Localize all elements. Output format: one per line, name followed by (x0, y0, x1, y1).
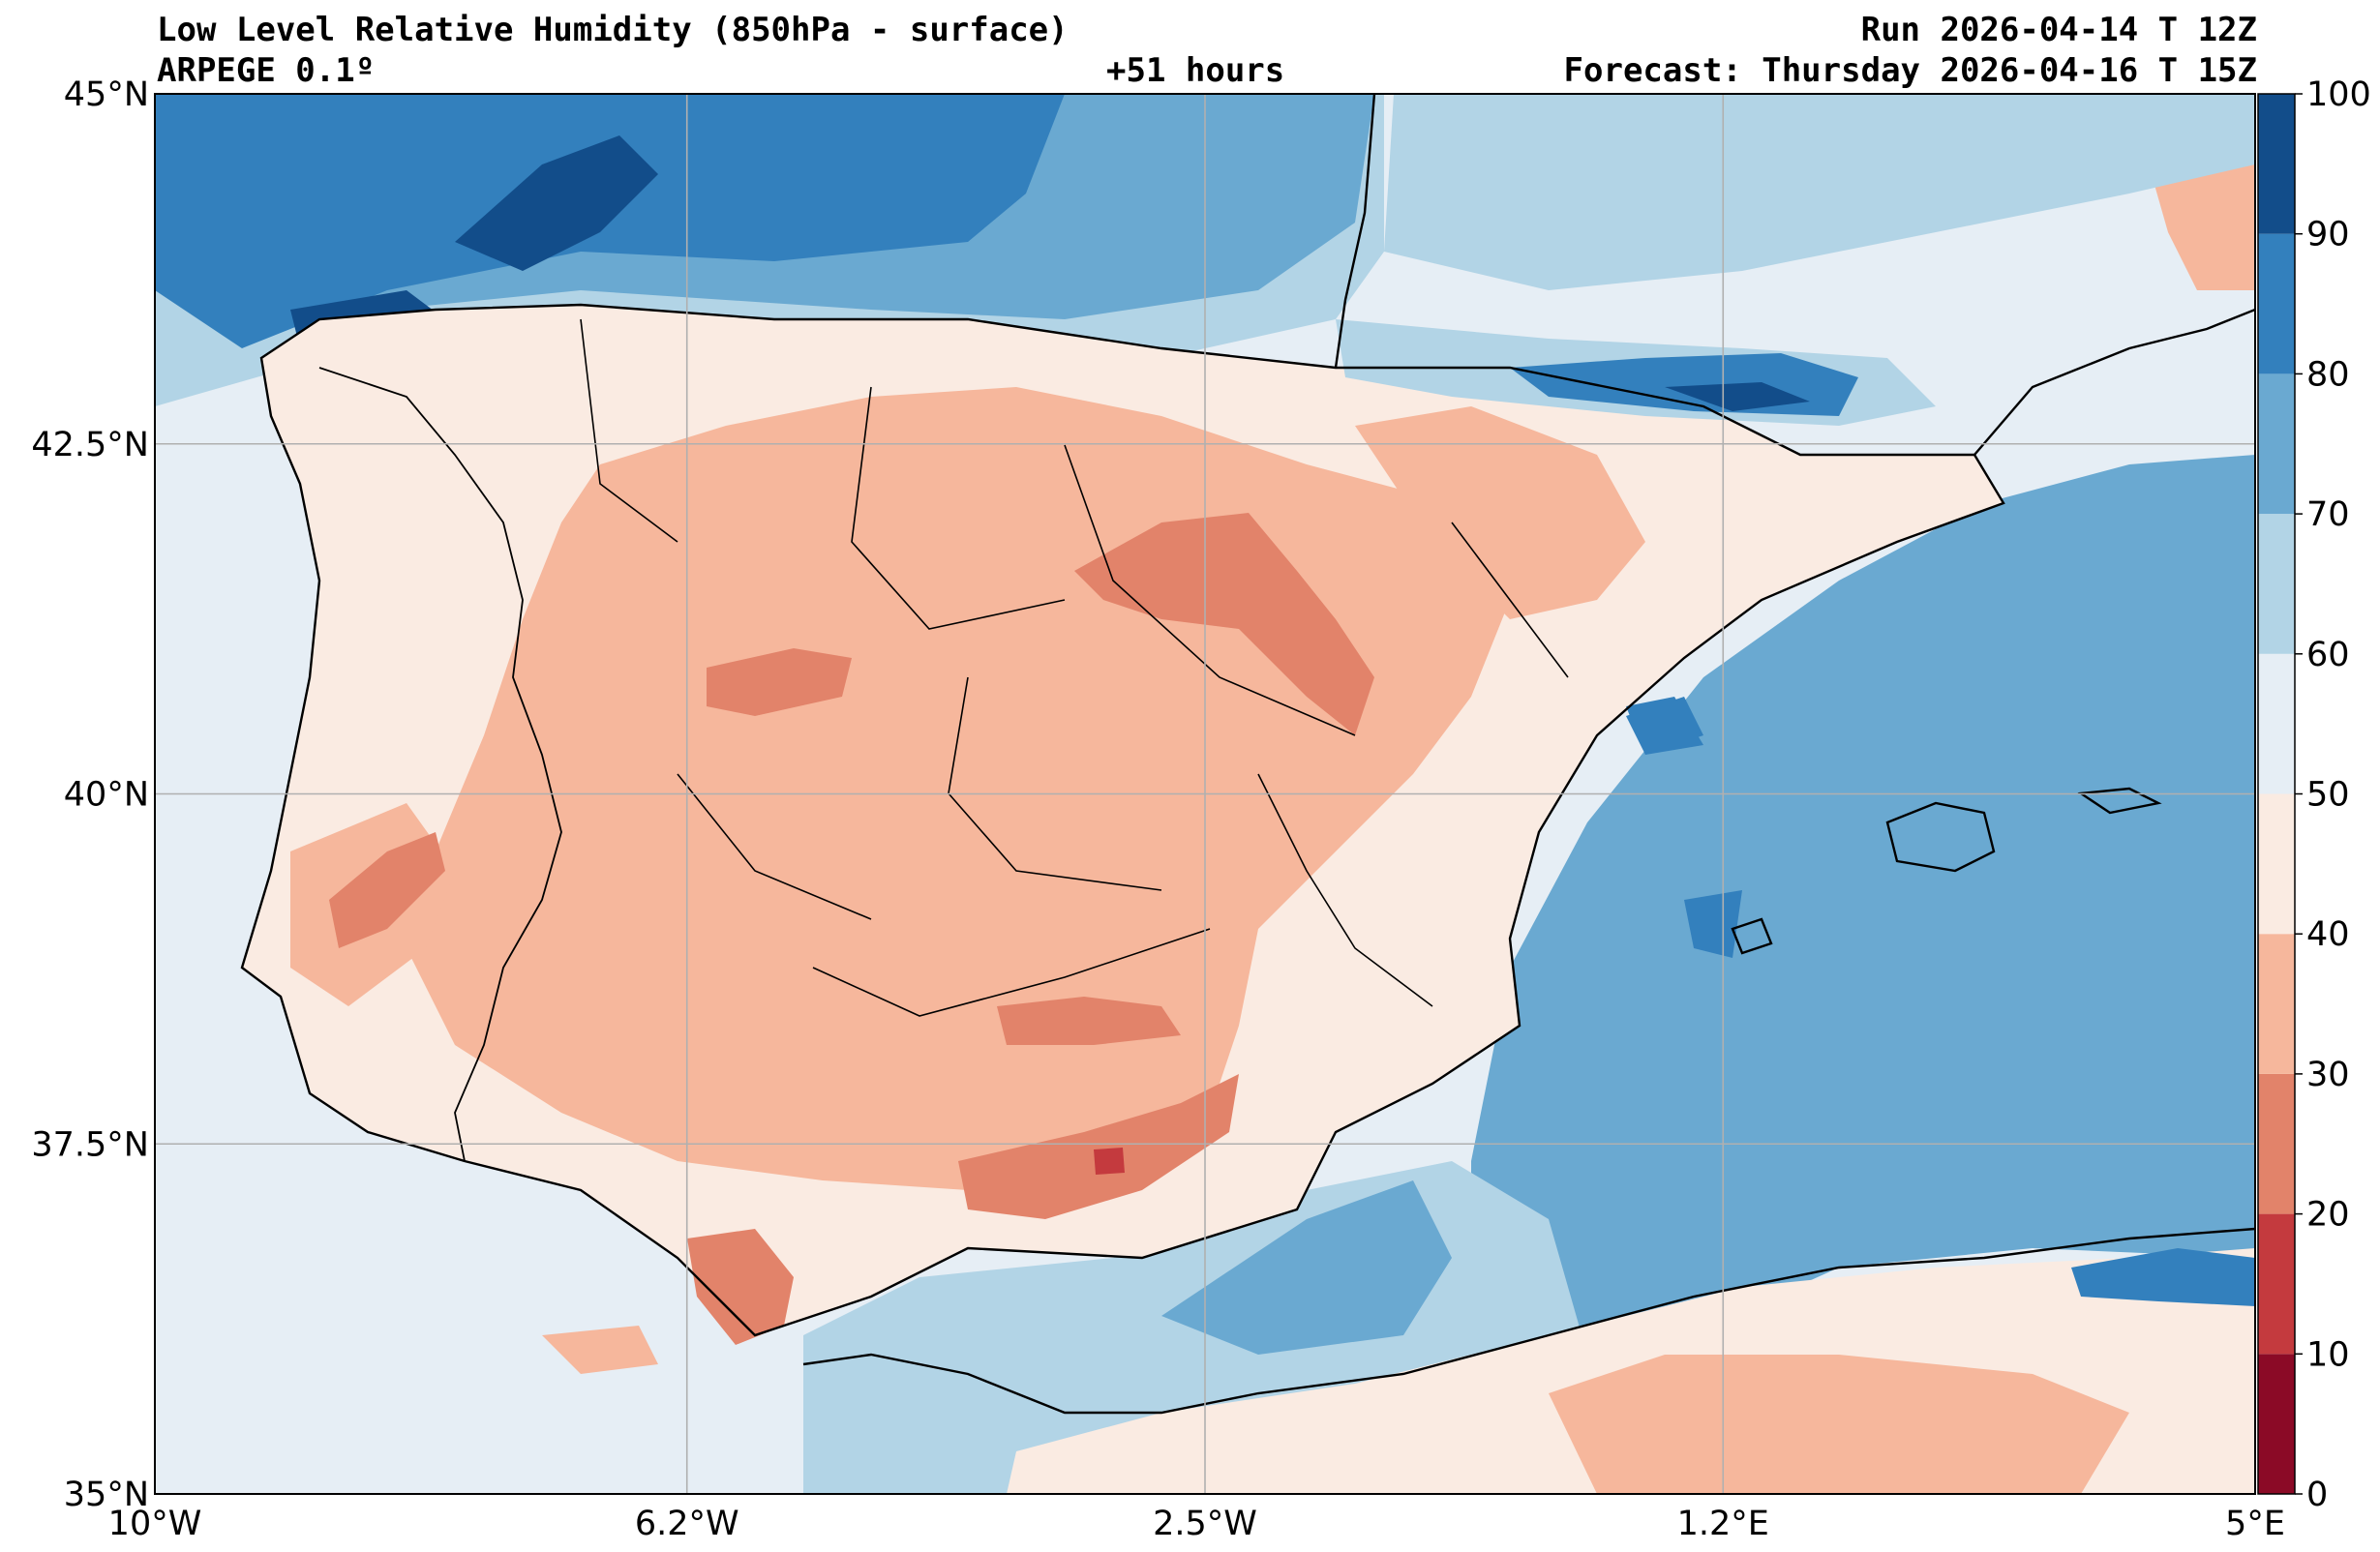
lon-tick-label: 6.2°W (635, 1505, 739, 1543)
alboran-wet-zone (1161, 1180, 1452, 1355)
colorbar: 0 10 20 30 40 50 60 70 80 90 100 (2257, 75, 2371, 1514)
run-label: Run 2026-04-14 T 12Z (1860, 11, 2257, 49)
lat-tick-label: 45°N (64, 75, 149, 114)
france-coastline (1334, 94, 1376, 369)
sierra-nevada-extreme-dry (1094, 1148, 1125, 1175)
lon-tick-label: 2.5°W (1153, 1505, 1257, 1543)
lat-tick-label: 42.5°N (31, 426, 149, 464)
colorbar-tick-label: 50 (2306, 776, 2350, 815)
lead-time-label: +51 hours (1106, 51, 1285, 90)
france-moist-zone (1384, 94, 2255, 290)
colorbar-tick-label: 90 (2306, 216, 2350, 254)
model-label: ARPEGE 0.1º (157, 51, 376, 90)
cadiz-very-dry-zone (687, 1229, 794, 1345)
la-mancha-very-dry-zone (997, 997, 1181, 1045)
region-borders (580, 318, 1569, 1017)
pyrenees-saturated-core (1665, 382, 1810, 411)
duero-very-dry-zone (707, 648, 852, 716)
colorbar-segment (2258, 1213, 2295, 1355)
atlas-dry-zone (1549, 1355, 2129, 1494)
colorbar-tick-label: 20 (2306, 1196, 2350, 1235)
colorbar-segment (2258, 934, 2295, 1074)
mallorca-island (1885, 801, 1996, 873)
atlantic-dry-patch (542, 1326, 658, 1374)
colorbar-segment (2258, 514, 2295, 654)
lat-tick-label: 37.5°N (31, 1125, 149, 1164)
latitude-axis: 45°N 42.5°N 40°N 37.5°N 35°N (31, 75, 149, 1514)
colorbar-segment (2258, 233, 2295, 374)
colorbar-segment (2258, 94, 2295, 234)
colorbar-segment (2258, 373, 2295, 515)
central-very-dry-zone (1074, 513, 1374, 735)
lon-tick-label: 10°W (108, 1505, 202, 1543)
longitude-axis: 10°W 6.2°W 2.5°W 1.2°E 5°E (108, 1505, 2285, 1543)
gulf-of-lion-coastline (1973, 308, 2255, 456)
colorbar-tick-label: 60 (2306, 636, 2350, 674)
north-africa-coastline (802, 1227, 2255, 1415)
colorbar-tick-label: 100 (2306, 75, 2371, 114)
balearic-very-wet-zone-2 (1684, 890, 1742, 958)
portugal-spain-border (318, 367, 562, 1162)
betic-very-dry-zone (958, 1074, 1239, 1219)
colorbar-segment (2258, 1073, 2295, 1214)
ebro-delta-very-wet (1626, 697, 1703, 755)
lat-tick-label: 35°N (64, 1476, 149, 1514)
colorbar-tick-label: 70 (2306, 495, 2350, 534)
ibiza-island (1731, 917, 1773, 955)
colorbar-segment (2258, 653, 2295, 794)
maghreb-wet-zone (2071, 1248, 2255, 1306)
colorbar-segment (2258, 1354, 2295, 1494)
lon-tick-label: 5°E (2225, 1505, 2285, 1543)
colorbar-tick-label: 80 (2306, 355, 2350, 394)
gridlines (155, 94, 2255, 1494)
colorbar-tick-label: 0 (2306, 1476, 2328, 1514)
lon-tick-label: 1.2°E (1677, 1505, 1769, 1543)
med-wet-zone (1471, 455, 2255, 1494)
map-frame (154, 93, 2256, 1495)
colorbar-segment (2258, 793, 2295, 935)
forecast-label: Forecast: Thursday 2026-04-16 T 15Z (1563, 51, 2257, 90)
lat-tick-label: 40°N (64, 776, 149, 815)
biscay-saturated-zone (455, 135, 658, 271)
map-title: Low Level Relative Humidity (850hPa - su… (157, 11, 1069, 49)
ebro-dry-zone (1355, 406, 1645, 619)
menorca-island (2077, 787, 2162, 815)
colorbar-tick-label: 40 (2306, 915, 2350, 954)
iberia-coastline (240, 303, 2005, 1337)
colorbar-tick-label: 10 (2306, 1335, 2350, 1374)
colorbar-tick-label: 30 (2306, 1056, 2350, 1094)
tejo-very-dry-zone (329, 832, 445, 948)
